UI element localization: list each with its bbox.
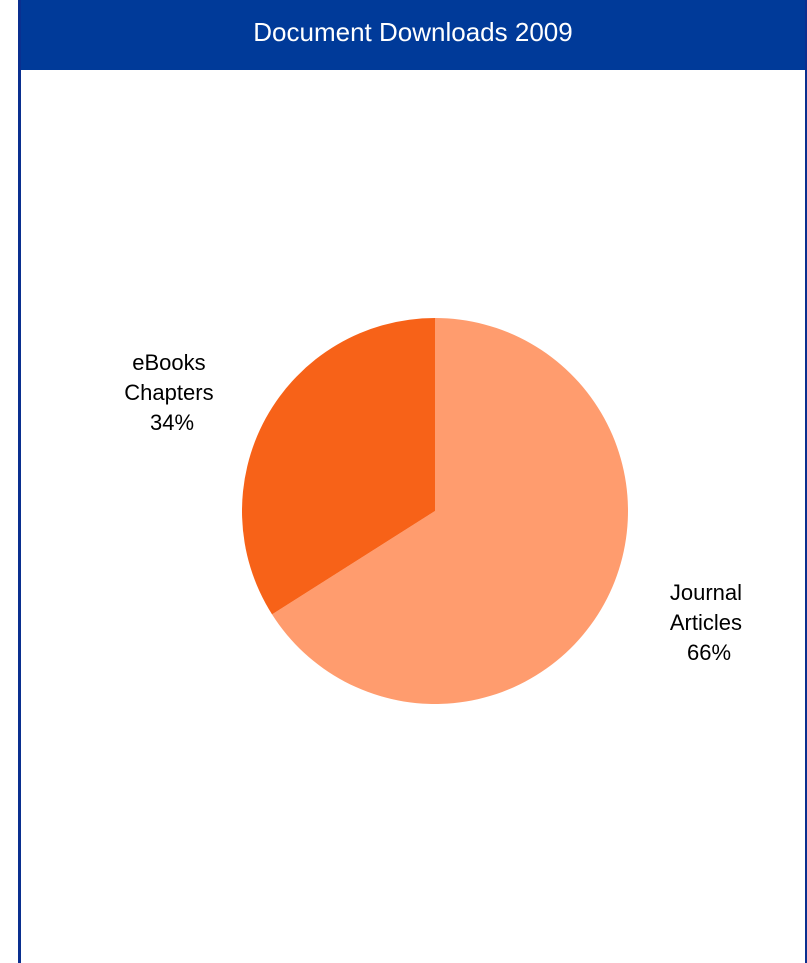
pie-slices [242, 318, 628, 705]
chart-title: Document Downloads 2009 [253, 16, 573, 47]
pie-slice-journal-articles [272, 318, 628, 705]
slice-label-journal-line-2: Articles [670, 610, 742, 635]
slice-label-journal-line-1: Journal [670, 580, 742, 605]
slice-label-journal-articles: Journal Articles 66% [670, 580, 748, 665]
pie-slice-ebooks-chapters [242, 318, 435, 615]
slice-label-ebooks-line-2: Chapters [124, 380, 213, 405]
slice-percent-journal: 66% [687, 640, 731, 665]
chart-frame: Document Downloads 2009 [18, 0, 807, 963]
slice-percent-ebooks: 34% [150, 410, 194, 435]
slice-labels: Journal Articles 66% eBooks Chapters 34% [124, 350, 748, 665]
slice-label-ebooks-line-1: eBooks [132, 350, 205, 375]
slice-label-ebooks-chapters: eBooks Chapters 34% [124, 350, 219, 435]
chart-title-bar: Document Downloads 2009 [21, 0, 805, 70]
